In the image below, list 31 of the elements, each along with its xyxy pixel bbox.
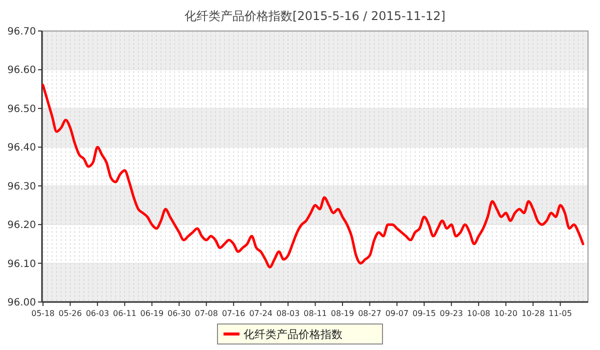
x-tick-label: 08-03 — [276, 309, 300, 318]
x-tick-label: 07-08 — [194, 309, 218, 318]
y-tick-label: 96.70 — [7, 26, 36, 38]
x-tick-label: 09-23 — [440, 309, 464, 318]
y-tick-label: 96.50 — [7, 104, 36, 115]
x-tick-label: 07-16 — [222, 309, 246, 318]
x-tick-label: 09-07 — [385, 309, 409, 318]
x-tick-label: 08-11 — [304, 309, 327, 318]
x-tick-label: 10-28 — [521, 309, 545, 318]
y-tick-label: 96.20 — [7, 220, 36, 232]
x-tick-label: 08-19 — [330, 309, 354, 318]
x-tick-label: 07-24 — [249, 309, 272, 318]
chart-title: 化纤类产品价格指数[2015-5-16 / 2015-11-12] — [184, 9, 446, 23]
x-tick-label: 11-05 — [548, 309, 572, 318]
x-tick-label: 09-15 — [412, 309, 436, 318]
y-tick-label: 96.00 — [7, 298, 36, 308]
x-tick-label: 06-30 — [168, 309, 191, 318]
y-tick-label: 96.40 — [7, 142, 36, 154]
y-tick-label: 96.10 — [7, 258, 36, 270]
x-tick-label: 06-11 — [113, 309, 136, 318]
x-tick-label: 06-19 — [140, 309, 164, 318]
y-tick-label: 96.60 — [7, 65, 36, 76]
line-series — [42, 84, 584, 268]
x-tick-label: 05-26 — [58, 309, 82, 318]
x-tick-label: 05-18 — [31, 309, 55, 318]
x-tick-label: 08-27 — [358, 309, 382, 318]
x-tick-label: 10-20 — [494, 309, 518, 318]
y-tick-label: 96.30 — [7, 181, 36, 192]
x-tick-label: 06-03 — [86, 309, 110, 318]
x-tick-label: 10-08 — [467, 309, 490, 318]
legend-label: 化纤类产品价格指数 — [244, 328, 342, 341]
